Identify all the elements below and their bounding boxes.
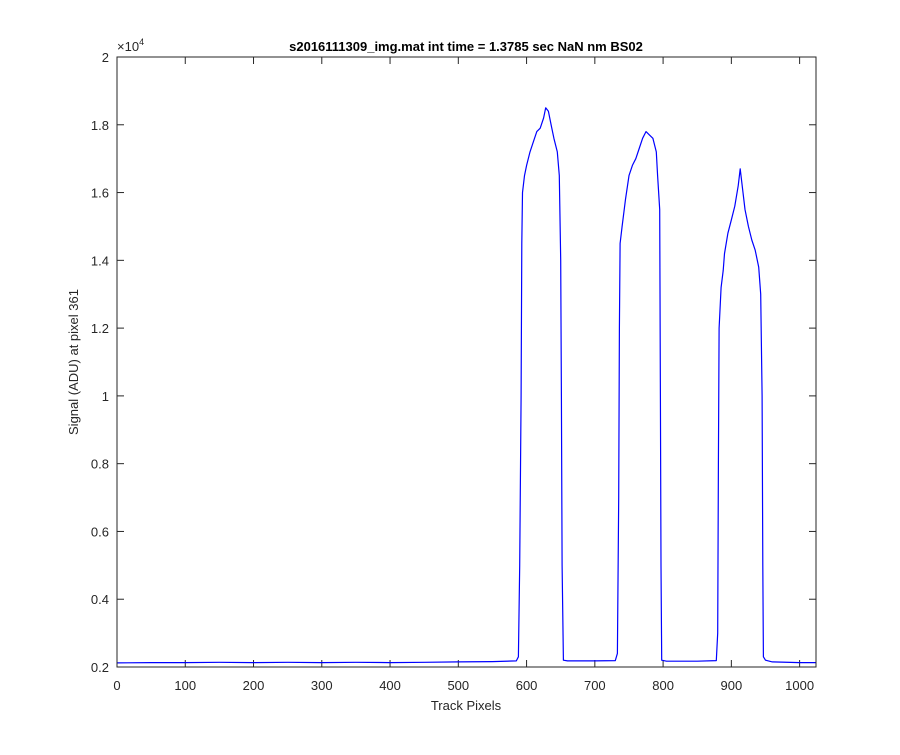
- y-tick-label: 1.2: [91, 321, 109, 336]
- x-tick-label: 900: [721, 678, 743, 693]
- y-tick-label: 1.8: [91, 118, 109, 133]
- y-tick-label: 1.6: [91, 186, 109, 201]
- axis-ticks: 0 100 200 300 400 500 600 700 800 900 1000 0.2 0.4 0.…: [91, 50, 816, 693]
- y-tick-label: 1.4: [91, 253, 109, 268]
- y-tick-label: 0.4: [91, 592, 109, 607]
- x-tick-label: 200: [243, 678, 265, 693]
- x-tick-label: 1000: [785, 678, 814, 693]
- x-tick-label: 300: [311, 678, 333, 693]
- y-tick-label: 2: [102, 50, 109, 65]
- x-tick-label: 0: [113, 678, 120, 693]
- x-tick-label: 800: [652, 678, 674, 693]
- y-tick-label: 0.8: [91, 457, 109, 472]
- y-exponent-base: ×10: [117, 39, 139, 54]
- y-tick-label: 0.6: [91, 524, 109, 539]
- x-tick-label: 700: [584, 678, 606, 693]
- x-tick-label: 400: [379, 678, 401, 693]
- x-axis-label: Track Pixels: [431, 698, 502, 713]
- x-tick-label: 100: [174, 678, 196, 693]
- y-tick-label: 1: [102, 389, 109, 404]
- data-series: [116, 107, 816, 664]
- series-line: [116, 107, 816, 664]
- y-axis-label: Signal (ADU) at pixel 361: [66, 289, 81, 435]
- y-exponent-power: 4: [139, 37, 144, 47]
- plot-frame: [116, 56, 817, 668]
- plot-area: [117, 57, 816, 667]
- y-tick-label: 0.2: [91, 660, 109, 675]
- x-tick-label: 600: [516, 678, 538, 693]
- y-exponent-label: ×104: [117, 37, 144, 54]
- x-tick-label: 500: [447, 678, 469, 693]
- chart-title: s2016111309_img.mat int time = 1.3785 se…: [289, 39, 643, 54]
